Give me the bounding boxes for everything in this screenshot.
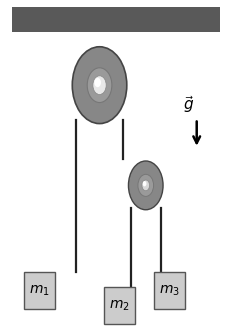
Text: $m_3$: $m_3$ bbox=[159, 283, 180, 298]
Circle shape bbox=[143, 181, 146, 186]
Circle shape bbox=[128, 161, 163, 210]
Circle shape bbox=[87, 68, 112, 103]
Bar bbox=[24, 272, 55, 309]
Circle shape bbox=[93, 76, 106, 95]
Bar bbox=[104, 287, 135, 324]
Text: $m_1$: $m_1$ bbox=[29, 283, 50, 298]
Circle shape bbox=[142, 180, 150, 191]
Bar bbox=[154, 272, 185, 309]
Circle shape bbox=[72, 47, 127, 124]
Text: $\vec{g}$: $\vec{g}$ bbox=[183, 94, 194, 115]
Circle shape bbox=[94, 78, 101, 87]
Bar bbox=[12, 7, 220, 32]
Circle shape bbox=[138, 174, 154, 196]
Text: $m_2$: $m_2$ bbox=[109, 298, 130, 313]
